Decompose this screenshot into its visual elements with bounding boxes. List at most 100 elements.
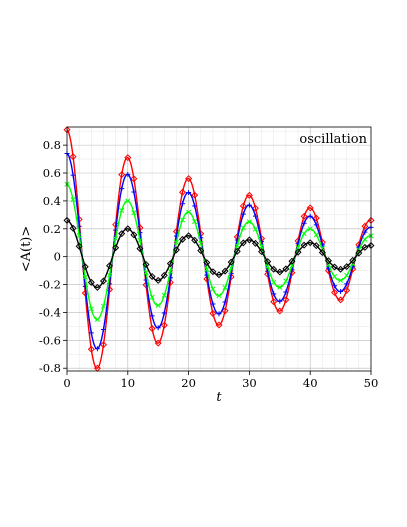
data-point <box>179 235 187 243</box>
series-markers-0 <box>63 126 375 372</box>
series-markers-2 <box>64 181 374 322</box>
data-point <box>215 271 223 279</box>
data-point <box>173 239 179 245</box>
data-point <box>155 302 161 309</box>
data-point <box>185 175 193 183</box>
data-point <box>270 265 278 273</box>
data-point <box>69 224 77 232</box>
data-point <box>318 249 326 257</box>
data-point <box>338 277 344 283</box>
x-tick-label: 0 <box>63 376 70 390</box>
data-point <box>264 258 272 266</box>
data-point <box>228 265 234 271</box>
data-point <box>198 241 204 247</box>
data-point <box>148 325 156 333</box>
data-point <box>251 204 259 212</box>
data-point <box>307 226 313 232</box>
series-line-1 <box>66 152 372 350</box>
data-point <box>288 257 296 265</box>
x-tick-label: 10 <box>120 376 135 390</box>
data-point <box>324 257 332 265</box>
data-point <box>361 222 369 230</box>
data-point <box>124 154 132 162</box>
data-point <box>306 204 314 212</box>
data-point <box>100 326 106 332</box>
data-point <box>362 236 368 242</box>
data-point <box>252 226 259 232</box>
data-point <box>313 222 319 228</box>
y-axis-label: <A(t)> <box>19 226 34 273</box>
data-point <box>331 263 339 271</box>
data-point <box>344 281 350 287</box>
data-point <box>179 188 187 196</box>
data-point <box>271 291 277 297</box>
data-point <box>93 283 101 291</box>
data-point <box>222 284 228 291</box>
data-point <box>88 306 94 312</box>
data-point <box>362 229 368 235</box>
data-point <box>82 274 88 280</box>
data-point <box>312 214 320 222</box>
data-point <box>245 236 253 244</box>
data-point <box>119 186 125 192</box>
data-point <box>94 316 100 322</box>
data-point <box>276 268 284 276</box>
data-point <box>300 241 308 249</box>
data-point <box>222 299 228 305</box>
data-point <box>338 289 344 295</box>
data-point <box>142 260 150 268</box>
data-point <box>361 243 369 251</box>
data-point <box>161 310 167 316</box>
data-point <box>210 301 216 307</box>
y-tick-label: -0.4 <box>39 305 61 319</box>
data-point <box>75 242 83 250</box>
data-point <box>265 264 271 270</box>
data-point <box>107 272 113 278</box>
data-point <box>191 191 199 199</box>
data-point <box>251 239 259 247</box>
data-point <box>197 247 205 255</box>
data-point <box>119 207 125 214</box>
data-point <box>227 258 235 266</box>
data-point <box>271 279 277 285</box>
x-tick-label: 50 <box>364 376 379 390</box>
data-point <box>276 307 284 315</box>
y-tick-label: 0.8 <box>43 138 61 152</box>
data-point <box>344 272 350 278</box>
data-point <box>337 296 345 304</box>
y-tick-label: 0.6 <box>43 166 61 180</box>
data-point <box>192 203 198 209</box>
data-point <box>112 244 120 252</box>
data-point <box>283 278 289 284</box>
series-markers-3 <box>63 216 375 291</box>
data-point <box>87 278 95 286</box>
series-line-0 <box>66 129 372 370</box>
data-point <box>186 209 192 215</box>
data-point <box>161 292 167 299</box>
data-point <box>124 225 132 233</box>
data-point <box>149 294 155 300</box>
x-tick-label: 20 <box>181 376 196 390</box>
data-point <box>239 202 247 210</box>
data-point <box>203 259 211 267</box>
data-point <box>209 268 217 276</box>
data-point <box>69 153 77 161</box>
data-point <box>331 288 339 297</box>
data-point <box>246 219 252 225</box>
y-tick-label: -0.2 <box>39 278 61 292</box>
data-point <box>113 236 119 242</box>
data-point <box>301 231 307 237</box>
data-point <box>149 313 155 319</box>
data-point <box>130 175 138 183</box>
data-point <box>179 217 186 223</box>
data-point <box>349 256 357 264</box>
data-point <box>88 330 94 336</box>
y-tick-label: 0.4 <box>43 194 61 208</box>
data-point <box>185 232 193 240</box>
axis-ticks: 0 10 20 30 40 50 -0.8 -0.6 -0.4 -0.2 0 0.2 0.4 0.6 0.8 <box>39 138 379 390</box>
data-point <box>125 198 131 204</box>
data-point <box>234 242 240 248</box>
data-point <box>282 296 290 304</box>
data-point <box>283 289 289 295</box>
